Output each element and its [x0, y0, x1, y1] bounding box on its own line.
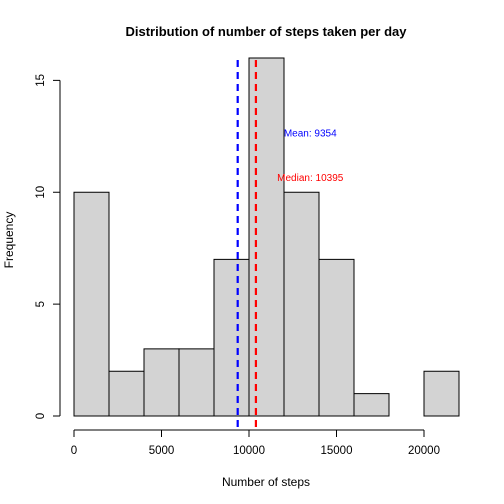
- histogram-bar-3: [178, 348, 215, 417]
- annotation-layer: Mean: 9354 Median: 10395: [277, 128, 344, 184]
- reference-lines-layer: [236, 60, 258, 428]
- histogram-bar-0: [73, 191, 110, 417]
- histogram-bar-8: [353, 393, 390, 417]
- x-tick-label: 20000: [408, 445, 440, 457]
- y-tick-label: 5: [35, 301, 47, 307]
- bars-layer: [73, 57, 460, 417]
- x-axis-label: Number of steps: [222, 475, 310, 489]
- x-tick-label: 10000: [233, 445, 265, 457]
- x-axis: 0 5000 10000 15000 20000: [71, 429, 440, 457]
- x-tick-label: 5000: [149, 445, 175, 457]
- y-tick-label: 15: [35, 74, 47, 87]
- histogram-bar-10: [423, 370, 460, 417]
- median-annotation: Median: 10395: [277, 173, 344, 184]
- x-tick-label: 0: [71, 445, 77, 457]
- histogram-bar-5: [248, 57, 285, 417]
- y-axis: 0 5 10 15: [35, 74, 61, 419]
- y-axis-label: Frequency: [2, 212, 16, 269]
- histogram-bar-4: [213, 258, 250, 417]
- mean-annotation: Mean: 9354: [284, 128, 337, 139]
- histogram-bar-7: [318, 258, 355, 417]
- chart-title: Distribution of number of steps taken pe…: [126, 24, 408, 39]
- histogram-bar-6: [283, 191, 320, 417]
- x-tick-label: 15000: [321, 445, 353, 457]
- histogram-bar-2: [143, 348, 180, 417]
- y-tick-label: 10: [35, 186, 47, 199]
- histogram-bar-1: [108, 370, 145, 417]
- y-tick-label: 0: [35, 413, 47, 419]
